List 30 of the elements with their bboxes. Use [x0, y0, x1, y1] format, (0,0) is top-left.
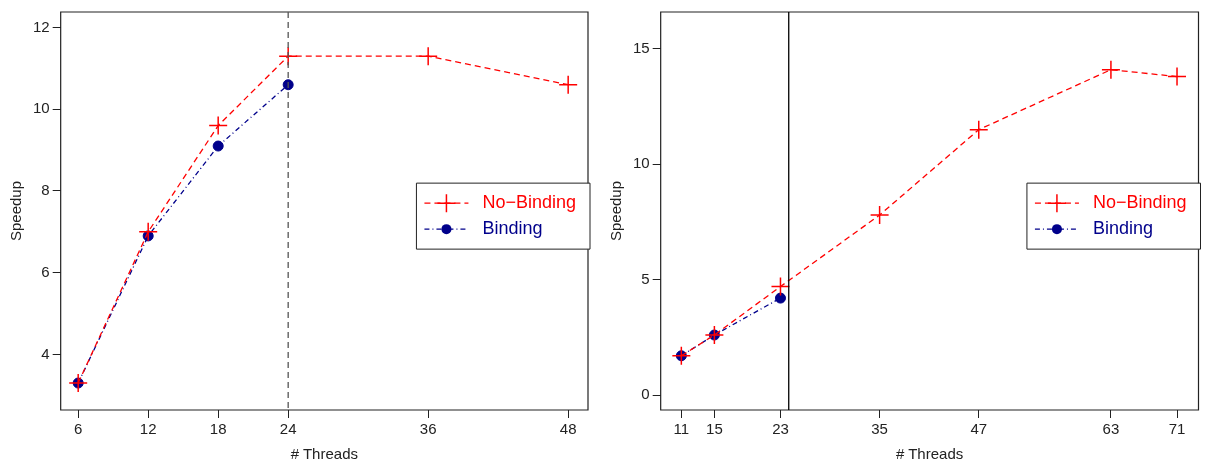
x-tick-label: 63 — [1102, 420, 1120, 438]
x-tick-label: 15 — [706, 420, 723, 438]
y-tick-label: 10 — [633, 154, 650, 172]
x-tick-label: 11 — [673, 420, 690, 438]
legend-label: No−Binding — [482, 192, 577, 213]
x-tick-label: 48 — [559, 420, 577, 438]
y-tick-label: 5 — [641, 269, 650, 287]
legend-label: Binding — [482, 218, 543, 239]
x-tick-label: 18 — [209, 420, 227, 438]
x-tick-label: 23 — [772, 420, 789, 438]
y-axis-title: Speedup — [7, 180, 25, 242]
y-tick-label: 12 — [33, 17, 50, 35]
x-tick-label: 36 — [419, 420, 437, 438]
y-tick-label: 0 — [641, 385, 650, 403]
y-tick-label: 15 — [633, 39, 650, 57]
y-axis-title: Speedup — [607, 180, 625, 242]
y-tick-label: 4 — [41, 344, 50, 362]
y-tick-label: 10 — [33, 99, 50, 117]
x-tick-label: 24 — [279, 420, 297, 438]
legend-label: Binding — [1092, 218, 1153, 239]
x-tick-label: 6 — [74, 420, 83, 438]
x-tick-label: 35 — [871, 420, 888, 438]
x-axis-title: # Threads — [290, 445, 358, 463]
x-tick-label: 12 — [139, 420, 157, 438]
y-tick-label: 6 — [41, 262, 50, 280]
x-axis-title: # Threads — [895, 445, 964, 463]
y-tick-label: 8 — [41, 181, 50, 199]
legend-label: No−Binding — [1092, 192, 1187, 213]
x-tick-label: 47 — [970, 420, 988, 438]
x-tick-label: 71 — [1168, 420, 1186, 438]
